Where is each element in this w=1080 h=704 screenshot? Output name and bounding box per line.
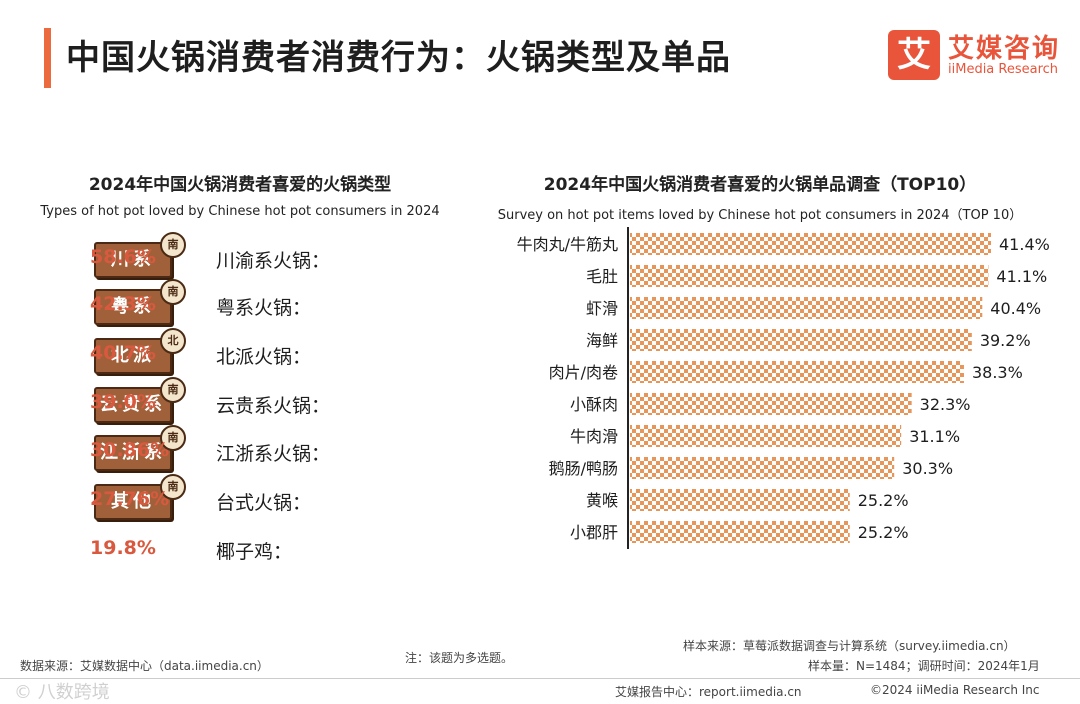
bar xyxy=(630,425,902,447)
hotpot-sign-icon: 其他 xyxy=(94,484,172,520)
data-label: 32.3% xyxy=(920,395,971,414)
hotpot-type-value: 58.6% xyxy=(90,246,156,268)
hotpot-type-label: 云贵系火锅： xyxy=(216,395,331,417)
bar xyxy=(630,265,989,287)
hotpot-items-bar-chart: 牛肉丸/牛筋丸 41.4% 毛肚 41.1% 虾滑 40.4% 海鲜 39.2% 肉片/肉卷 38… xyxy=(517,227,1050,549)
watermark: © 八数跨境 xyxy=(14,682,110,703)
category-label: 鹅肠/鸭肠 xyxy=(549,459,618,478)
logo-cn-text: 艾媒咨询 xyxy=(948,34,1061,64)
category-label: 小郡肝 xyxy=(570,523,618,542)
logo-mark: 艾 xyxy=(888,30,940,80)
bar xyxy=(630,233,992,255)
hotpot-type-value: 40.7% xyxy=(90,342,156,364)
category-label: 牛肉滑 xyxy=(570,427,618,446)
hotpot-type-value: 39.0% xyxy=(90,391,156,413)
hotpot-sign-icon: 粤系 xyxy=(94,289,172,325)
hotpot-type-value: 27.76% xyxy=(90,488,170,510)
data-label: 39.2% xyxy=(980,331,1031,350)
hotpot-type-label: 粤系火锅： xyxy=(216,297,312,319)
data-label: 31.1% xyxy=(909,427,960,446)
data-source: 数据来源：艾媒数据中心（data.iimedia.cn） xyxy=(20,659,269,673)
hotpot-type-row: 川系南川渝系火锅： 58.6% xyxy=(90,232,430,284)
title-accent-bar xyxy=(44,28,51,88)
data-label: 38.3% xyxy=(972,363,1023,382)
hotpot-type-row: 粤系南粤系火锅： 42.3% xyxy=(90,279,430,331)
category-label: 肉片/肉卷 xyxy=(549,363,618,382)
bar xyxy=(630,361,964,383)
sign-tag-badge: 南 xyxy=(160,474,186,500)
category-label: 黄喉 xyxy=(586,491,618,510)
logo-en-text: iiMedia Research xyxy=(948,62,1059,77)
iimedia-logo: 艾 艾媒咨询 iiMedia Research xyxy=(888,30,1073,82)
left-panel-subtitle: Types of hot pot loved by Chinese hot po… xyxy=(40,204,440,219)
note: 注：该题为多选题。 xyxy=(405,651,514,665)
copyright: ©2024 iiMedia Research Inc xyxy=(870,683,1040,697)
hotpot-sign-icon: 江浙系 xyxy=(94,435,172,471)
bar xyxy=(630,489,850,511)
category-label: 虾滑 xyxy=(586,299,618,318)
report-center: 艾媒报告中心：report.iimedia.cn xyxy=(615,685,802,699)
hotpot-type-value: 30.86% xyxy=(90,439,170,461)
hotpot-type-row: 云贵系南云贵系火锅： 39.0% xyxy=(90,377,430,429)
hotpot-type-value: 42.3% xyxy=(90,293,156,315)
right-panel-subtitle: Survey on hot pot items loved by Chinese… xyxy=(497,208,1023,223)
hotpot-type-label: 川渝系火锅： xyxy=(216,250,331,272)
sample-source: 样本来源：草莓派数据调查与计算系统（survey.iimedia.cn） xyxy=(683,639,1016,653)
sample-size: 样本量：N=1484；调研时间：2024年1月 xyxy=(808,659,1040,673)
data-label: 40.4% xyxy=(990,299,1041,318)
right-panel-title: 2024年中国火锅消费者喜爱的火锅单品调查（TOP10） xyxy=(543,175,977,195)
hotpot-type-label: 江浙系火锅： xyxy=(216,443,331,465)
left-panel-title: 2024年中国火锅消费者喜爱的火锅类型 xyxy=(88,175,392,195)
hotpot-type-label: 台式火锅： xyxy=(216,492,312,514)
sign-tag-badge: 南 xyxy=(160,279,186,305)
data-label: 30.3% xyxy=(902,459,953,478)
hotpot-sign-icon: 云贵系 xyxy=(94,387,172,423)
hotpot-type-label: 北派火锅： xyxy=(216,346,312,368)
hotpot-type-label: 椰子鸡： xyxy=(216,541,293,563)
category-label: 小酥肉 xyxy=(570,395,618,414)
category-label: 海鲜 xyxy=(586,331,618,350)
sign-tag-badge: 南 xyxy=(160,232,186,258)
category-label: 牛肉丸/牛筋丸 xyxy=(517,235,618,254)
footer-divider xyxy=(0,678,1080,679)
page-title: 中国火锅消费者消费行为：火锅类型及单品 xyxy=(66,38,731,78)
hotpot-sign-icon: 川系 xyxy=(94,242,172,278)
data-label: 41.1% xyxy=(996,267,1047,286)
bar xyxy=(630,329,972,351)
hotpot-type-row: 北派北北派火锅： 40.7% xyxy=(90,328,430,380)
sign-tag-badge: 南 xyxy=(160,377,186,403)
data-label: 25.2% xyxy=(858,523,909,542)
hotpot-sign-icon: 北派 xyxy=(94,338,172,374)
bar xyxy=(630,521,850,543)
data-label: 41.4% xyxy=(999,235,1050,254)
sign-tag-badge: 北 xyxy=(160,328,186,354)
hotpot-type-row: 江浙系南江浙系火锅： 30.86% xyxy=(90,425,430,477)
category-label: 毛肚 xyxy=(586,267,618,286)
bar xyxy=(630,393,912,415)
sign-tag-badge: 南 xyxy=(160,425,186,451)
hotpot-type-row: 其他南台式火锅： 27.76% xyxy=(90,474,430,526)
bar xyxy=(630,297,983,319)
hotpot-type-row: 椰子鸡： 19.8% xyxy=(90,531,430,575)
hotpot-type-value: 19.8% xyxy=(90,537,156,559)
bar xyxy=(630,457,895,479)
data-label: 25.2% xyxy=(858,491,909,510)
